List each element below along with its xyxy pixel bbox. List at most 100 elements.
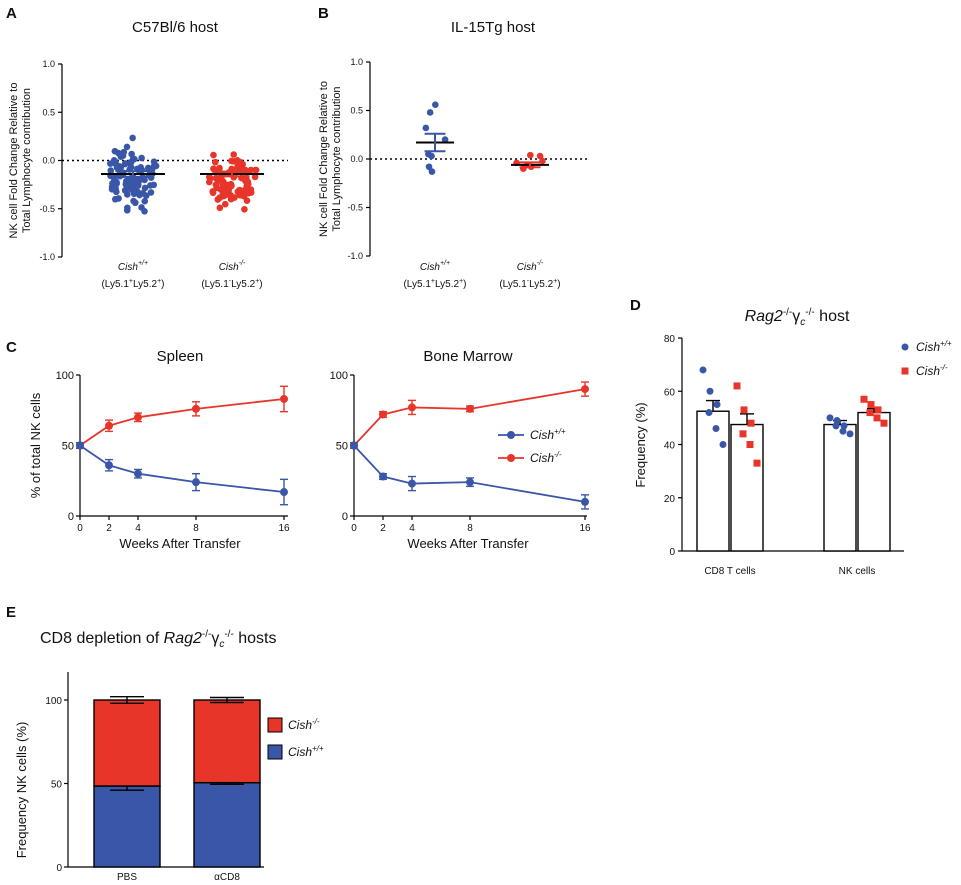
x-category-label: CD8 T cells <box>704 566 755 577</box>
data-point <box>209 188 216 195</box>
x-axis-label: Weeks After Transfer <box>119 536 241 551</box>
data-point <box>739 430 747 438</box>
y-tick-label: 80 <box>664 334 676 345</box>
data-point <box>192 404 200 413</box>
data-point <box>719 441 727 448</box>
y-tick-label: 100 <box>45 696 62 707</box>
data-point <box>746 441 754 448</box>
data-point <box>832 422 840 430</box>
data-point <box>251 173 259 181</box>
data-point <box>129 134 136 142</box>
data-point <box>134 176 141 184</box>
panel-e-chart: CD8 depletion of Rag2-/-γc-/- hosts 0 50 10… <box>14 629 324 883</box>
legend-label: Cish-/- <box>916 363 948 378</box>
chart-title: Bone Marrow <box>423 348 512 365</box>
x-tick-label: 2 <box>380 523 386 534</box>
data-point <box>826 414 834 422</box>
data-point <box>846 430 854 438</box>
stacked-bar-segment <box>93 699 161 787</box>
x-tick-label: 0 <box>77 523 83 534</box>
x-tick-label: 2 <box>106 523 112 534</box>
data-point <box>117 153 125 160</box>
y-tick-label: 0 <box>68 511 74 523</box>
data-point <box>422 124 430 132</box>
data-point <box>221 200 229 208</box>
panel-c-bone-marrow-chart: Bone Marrow 0 50 100 0 2 4 8 16 Weeks After Trans… <box>330 348 591 551</box>
data-point <box>833 417 841 425</box>
legend-swatch <box>267 717 283 733</box>
y-tick-label: 20 <box>664 494 676 505</box>
data-point <box>216 194 224 201</box>
bar <box>823 423 857 552</box>
y-tick-label: 100 <box>56 370 74 382</box>
data-point <box>112 185 119 193</box>
data-point <box>428 152 435 160</box>
chart-title: IL-15Tg host <box>451 19 536 36</box>
data-point <box>466 404 474 413</box>
data-point <box>860 395 868 403</box>
y-tick-label: -0.5 <box>39 204 55 214</box>
x-category-label: Cish+/+ <box>118 260 148 273</box>
x-category-label: NK cells <box>839 566 876 577</box>
y-tick-label: 0.0 <box>350 154 363 164</box>
data-point <box>141 197 149 205</box>
data-point <box>712 425 720 433</box>
x-tick-label: 8 <box>467 523 473 534</box>
x-category-sublabel: (Ly5.1-Ly5.2+) <box>201 278 262 290</box>
data-point <box>874 406 882 414</box>
data-point <box>241 206 248 213</box>
x-category-sublabel: (Ly5.1+Ly5.2+) <box>101 278 164 290</box>
data-point <box>210 165 217 173</box>
y-axis-label: NK cell Fold Change Relative to <box>318 81 330 237</box>
data-point <box>127 163 135 171</box>
y-tick-label: 0.0 <box>42 156 55 166</box>
panel-b-chart: IL-15Tg host -1.0 -0.5 0.0 0.5 1.0 NK cell Fol… <box>318 19 590 290</box>
legend-label: Cish+/+ <box>288 744 324 759</box>
data-point <box>432 101 439 108</box>
data-point <box>740 406 748 414</box>
y-axis-label: Total Lymphocyte contribution <box>21 88 33 233</box>
data-point <box>121 160 129 168</box>
data-point <box>236 191 244 199</box>
x-category-label: Cish+/+ <box>420 260 450 273</box>
data-point <box>350 441 358 450</box>
y-axis-label: % of total NK cells <box>28 392 43 498</box>
y-tick-label: 50 <box>62 441 74 453</box>
chart-title: Spleen <box>157 348 204 365</box>
legend-label: Cish-/- <box>288 717 320 732</box>
x-category-sublabel: (Ly5.1+Ly5.2+) <box>403 278 466 290</box>
data-point <box>280 394 288 403</box>
y-axis-label: Frequency NK cells (%) <box>14 722 29 859</box>
data-point <box>150 181 158 189</box>
data-point <box>138 154 145 162</box>
data-point <box>131 155 138 163</box>
x-category-label: PBS <box>117 872 137 883</box>
legend-marker <box>507 454 515 462</box>
data-point <box>125 176 133 184</box>
y-tick-label: 40 <box>664 441 676 452</box>
data-point <box>128 150 135 158</box>
data-point <box>207 174 214 182</box>
data-point <box>212 158 219 166</box>
data-point <box>441 136 449 143</box>
data-point <box>425 163 433 171</box>
x-tick-label: 8 <box>193 523 199 534</box>
data-point <box>581 497 589 506</box>
data-point <box>134 413 142 422</box>
y-tick-label: 0.5 <box>42 107 55 117</box>
x-category-label: αCD8 <box>214 872 240 883</box>
x-tick-label: 4 <box>135 523 141 534</box>
bar <box>857 411 891 552</box>
y-axis-label: Total Lymphocyte contribution <box>331 86 343 231</box>
legend-marker <box>901 343 909 351</box>
data-point <box>147 189 155 196</box>
y-tick-label: 0 <box>56 863 62 874</box>
panel-label-c: C <box>6 339 17 356</box>
data-point <box>866 409 874 417</box>
y-tick-label: 50 <box>336 441 348 453</box>
data-point <box>705 409 713 417</box>
data-point <box>873 414 881 422</box>
y-tick-label: 0 <box>669 547 675 558</box>
y-tick-label: 1.0 <box>42 59 55 69</box>
